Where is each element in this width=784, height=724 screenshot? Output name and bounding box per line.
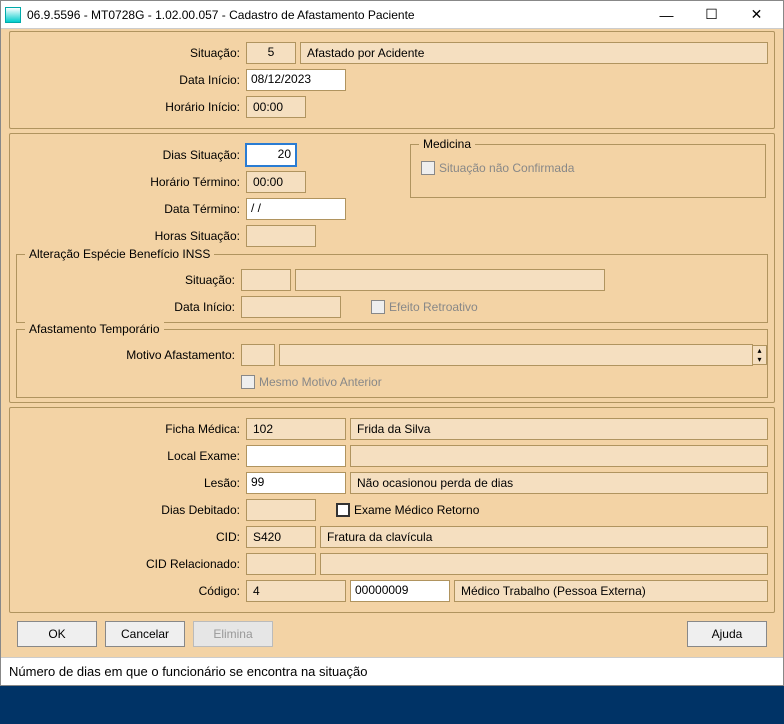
dias-debitado-value (246, 499, 316, 521)
data-termino-field[interactable]: / / (246, 198, 346, 220)
ficha-medica-label: Ficha Médica: (16, 422, 246, 436)
main-window: 06.9.5596 - MT0728G - 1.02.00.057 - Cada… (0, 0, 784, 686)
statusbar: Número de dias em que o funcionário se e… (1, 657, 783, 685)
horario-inicio-value: 00:00 (246, 96, 306, 118)
cancelar-button[interactable]: Cancelar (105, 621, 185, 647)
spinner-up-icon[interactable]: ▴ (753, 346, 766, 355)
exame-retorno-label: Exame Médico Retorno (354, 503, 479, 517)
dias-debitado-label: Dias Debitado: (16, 503, 246, 517)
motivo-afast-spinner[interactable]: ▴▾ (753, 345, 767, 365)
close-button[interactable]: ✕ (734, 2, 779, 28)
ok-button[interactable]: OK (17, 621, 97, 647)
local-exame-desc (350, 445, 768, 467)
panel-ficha: Ficha Médica: 102 Frida da Silva Local E… (9, 407, 775, 613)
sit-nao-confirmada-checkbox (421, 161, 435, 175)
panel-situacao: Situação: 5 Afastado por Acidente Data I… (9, 31, 775, 129)
data-inicio-field[interactable]: 08/12/2023 (246, 69, 346, 91)
button-bar: OK Cancelar Elimina Ajuda (9, 617, 775, 651)
cid-rel-label: CID Relacionado: (16, 557, 246, 571)
ficha-medica-code: 102 (246, 418, 346, 440)
titlebar[interactable]: 06.9.5596 - MT0728G - 1.02.00.057 - Cada… (1, 1, 783, 29)
motivo-afast-desc (279, 344, 753, 366)
elimina-button: Elimina (193, 621, 273, 647)
inss-situacao-code (241, 269, 291, 291)
inss-data-inicio-value (241, 296, 341, 318)
inss-situacao-label: Situação: (17, 273, 241, 287)
mesmo-motivo-label: Mesmo Motivo Anterior (259, 375, 382, 389)
window-title: 06.9.5596 - MT0728G - 1.02.00.057 - Cada… (27, 8, 644, 22)
motivo-afast-code (241, 344, 275, 366)
inss-data-inicio-label: Data Início: (17, 300, 241, 314)
motivo-afast-label: Motivo Afastamento: (17, 348, 241, 362)
codigo-label: Código: (16, 584, 246, 598)
horas-situacao-value (246, 225, 316, 247)
app-icon (5, 7, 21, 23)
cid-rel-code (246, 553, 316, 575)
lesao-code[interactable]: 99 (246, 472, 346, 494)
minimize-button[interactable]: — (644, 2, 689, 28)
horario-inicio-label: Horário Início: (16, 100, 246, 114)
horario-termino-label: Horário Término: (16, 175, 246, 189)
ficha-medica-desc: Frida da Silva (350, 418, 768, 440)
efeito-retroativo-checkbox (371, 300, 385, 314)
sit-nao-confirmada-label: Situação não Confirmada (439, 161, 574, 175)
maximize-button[interactable]: ☐ (689, 2, 734, 28)
lesao-desc: Não ocasionou perda de dias (350, 472, 768, 494)
dias-situacao-field[interactable]: 20 (246, 144, 296, 166)
medicina-title: Medicina (419, 137, 475, 151)
inss-title: Alteração Espécie Benefício INSS (25, 247, 214, 261)
spinner-down-icon[interactable]: ▾ (753, 355, 766, 364)
mesmo-motivo-checkbox (241, 375, 255, 389)
exame-retorno-checkbox[interactable] (336, 503, 350, 517)
cid-rel-desc (320, 553, 768, 575)
local-exame-label: Local Exame: (16, 449, 246, 463)
inss-situacao-desc (295, 269, 605, 291)
horario-termino-value: 00:00 (246, 171, 306, 193)
panel-detalhes: Dias Situação: 20 Horário Término: 00:00… (9, 133, 775, 403)
lesao-label: Lesão: (16, 476, 246, 490)
efeito-retroativo-label: Efeito Retroativo (389, 300, 478, 314)
situacao-desc: Afastado por Acidente (300, 42, 768, 64)
dias-situacao-label: Dias Situação: (16, 148, 246, 162)
cid-code: S420 (246, 526, 316, 548)
codigo-tipo: 4 (246, 580, 346, 602)
codigo-num[interactable]: 00000009 (350, 580, 450, 602)
ajuda-button[interactable]: Ajuda (687, 621, 767, 647)
situacao-label: Situação: (16, 46, 246, 60)
afast-temp-group: Afastamento Temporário Motivo Afastament… (16, 329, 768, 398)
local-exame-code[interactable] (246, 445, 346, 467)
horas-situacao-label: Horas Situação: (16, 229, 246, 243)
inss-group: Alteração Espécie Benefício INSS Situaçã… (16, 254, 768, 323)
data-inicio-label: Data Início: (16, 73, 246, 87)
content-area: Situação: 5 Afastado por Acidente Data I… (1, 29, 783, 657)
afast-temp-title: Afastamento Temporário (25, 322, 164, 336)
cid-label: CID: (16, 530, 246, 544)
cid-desc: Fratura da clavícula (320, 526, 768, 548)
data-termino-label: Data Término: (16, 202, 246, 216)
situacao-code: 5 (246, 42, 296, 64)
codigo-desc: Médico Trabalho (Pessoa Externa) (454, 580, 768, 602)
medicina-group: Medicina Situação não Confirmada (410, 144, 766, 198)
